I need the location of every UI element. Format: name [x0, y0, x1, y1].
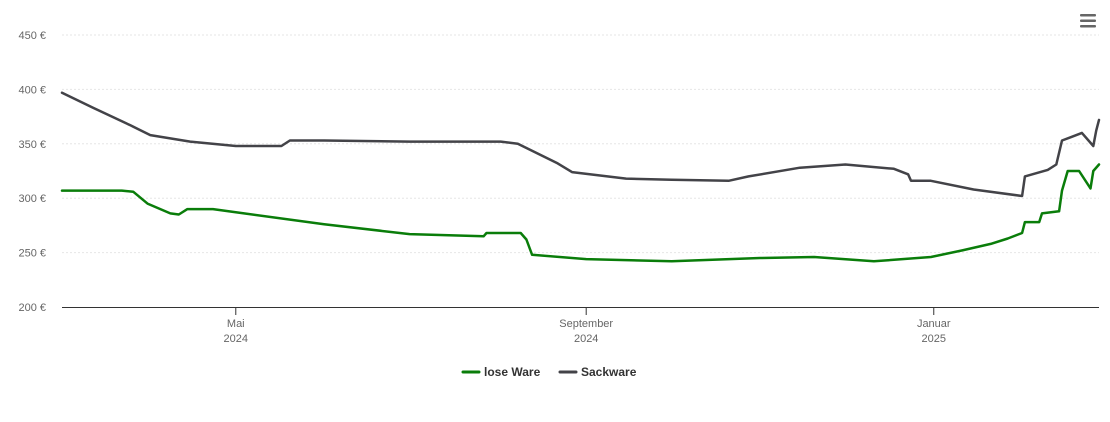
y-tick-label: 250 € [18, 248, 46, 260]
series-line-sackware [60, 91, 1101, 198]
x-tick-label-month: Januar [917, 318, 951, 330]
y-tick-label: 200 € [18, 302, 46, 314]
grid-lines [62, 34, 1099, 254]
chart-menu-icon[interactable] [1076, 10, 1100, 32]
x-tick-label-year: 2025 [922, 333, 946, 345]
y-tick-label: 350 € [18, 139, 46, 151]
x-tick-label-year: 2024 [224, 333, 248, 345]
y-tick-label: 300 € [18, 193, 46, 205]
series-lines [60, 91, 1101, 263]
legend-item-sackware[interactable]: Sackware [558, 365, 637, 379]
x-tick-label-month: September [559, 318, 613, 330]
legend-item-lose-ware[interactable]: lose Ware [461, 365, 541, 379]
x-tick-label-year: 2024 [574, 333, 598, 345]
series-line-lose-ware [60, 163, 1101, 263]
legend: lose Ware Sackware [461, 365, 637, 379]
x-axis: Mai 2024 September 2024 Januar 2025 [62, 307, 1099, 345]
y-axis: 200 € 250 € 300 € 350 € 400 € 450 € [18, 30, 46, 314]
x-tick-label-month: Mai [227, 318, 245, 330]
y-tick-label: 450 € [18, 30, 46, 42]
legend-label: lose Ware [484, 365, 541, 379]
legend-label: Sackware [581, 365, 637, 379]
y-tick-label: 400 € [18, 84, 46, 96]
